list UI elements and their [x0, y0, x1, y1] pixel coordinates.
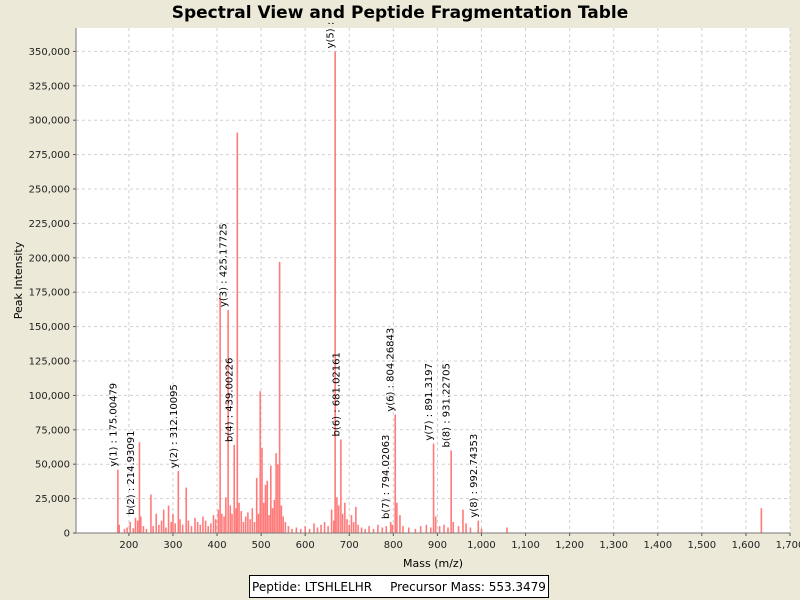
peak-annotation: b(6) : 681.02161	[331, 352, 342, 436]
x-tick-label: 1,100	[511, 540, 540, 551]
y-tick-label: 250,000	[29, 184, 70, 195]
x-tick-label: 1,300	[599, 540, 628, 551]
x-tick-label: 1,500	[688, 540, 717, 551]
y-tick-label: 275,000	[29, 150, 70, 161]
x-tick-label: 700	[340, 540, 359, 551]
y-tick-label: 75,000	[35, 425, 70, 436]
y-tick-label: 150,000	[29, 322, 70, 333]
x-tick-label: 600	[296, 540, 315, 551]
peak-annotation: b(8) : 931.22705	[442, 363, 453, 447]
y-tick-label: 125,000	[29, 356, 70, 367]
y-tick-label: 100,000	[29, 391, 70, 402]
y-tick-label: 25,000	[35, 494, 70, 505]
y-tick-label: 175,000	[29, 288, 70, 299]
peak-annotations: y(1) : 175.00479 b(2) : 214.93091 y(2) : 3…	[108, 22, 479, 519]
y-tick-label: 200,000	[29, 253, 70, 264]
peak-annotation: y(6) : 804.26843	[386, 328, 397, 412]
peptide-label: Peptide: LTSHLELHR	[252, 579, 373, 594]
peak-annotation: y(2) : 312.10095	[169, 384, 180, 468]
x-tick-label: 1,200	[555, 540, 584, 551]
y-tick-label: 350,000	[29, 47, 70, 58]
spectrum-chart: y(1) : 175.00479 b(2) : 214.93091 y(2) : 3…	[12, 22, 800, 570]
x-tick-label: 900	[428, 540, 447, 551]
y-axis-label: Peak Intensity	[12, 241, 25, 319]
y-tick-label: 300,000	[29, 116, 70, 127]
x-axis-label: Mass (m/z)	[403, 557, 463, 570]
y-tick-label: 50,000	[35, 460, 70, 471]
y-axis: 0 25,000 50,000 75,000 100,000 125,000 150,000…	[29, 28, 77, 540]
x-axis: 200 300 400 500 600 700 800 900 1,000 1,100 1,200 1…	[76, 532, 800, 551]
peak-annotation: y(1) : 175.00479	[108, 383, 119, 467]
x-tick-label: 400	[207, 540, 226, 551]
peak-bars	[117, 51, 763, 533]
y-tick-label: 225,000	[29, 219, 70, 230]
y-tick-label: 325,000	[29, 81, 70, 92]
chart-title: Spectral View and Peptide Fragmentation …	[171, 3, 629, 23]
peak-annotation: y(5) :	[326, 22, 337, 49]
peak-annotation: y(8) : 992.74353	[469, 434, 480, 518]
peptide-info-box: Peptide: LTSHLELHR Precursor Mass: 553.3…	[249, 575, 549, 598]
x-tick-label: 300	[163, 540, 182, 551]
precursor-mass-label: Precursor Mass: 553.3479	[390, 579, 546, 594]
peak-annotation: b(4) : 439.00226	[225, 358, 236, 442]
x-tick-label: 200	[119, 540, 138, 551]
peak-annotation: y(7) : 891.3197	[424, 363, 435, 441]
peak-annotation: b(7) : 794.02063	[381, 435, 392, 519]
y-tick-label: 0	[64, 529, 70, 540]
x-tick-label: 1,600	[732, 540, 761, 551]
peak-annotation: y(3) : 425.17725	[219, 223, 230, 307]
x-tick-label: 500	[252, 540, 271, 551]
x-tick-label: 800	[384, 540, 403, 551]
x-tick-label: 1,400	[643, 540, 672, 551]
peak-annotation: b(2) : 214.93091	[126, 431, 137, 515]
x-tick-label: 1,000	[467, 540, 496, 551]
x-tick-label: 1,700	[776, 540, 800, 551]
